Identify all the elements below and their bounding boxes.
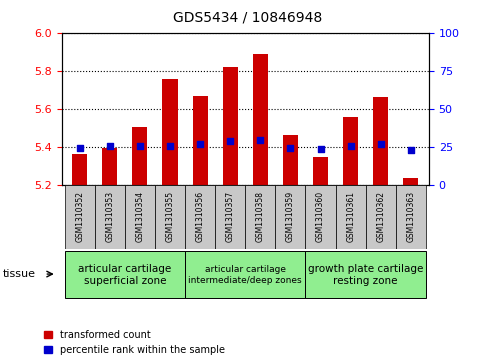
Bar	[185, 185, 215, 249]
Text: GSM1310362: GSM1310362	[376, 191, 385, 242]
Text: GSM1310357: GSM1310357	[226, 191, 235, 242]
Point	[347, 143, 354, 149]
Bar	[185, 252, 306, 298]
Bar	[163, 79, 177, 185]
Bar	[283, 135, 298, 185]
Text: GSM1310356: GSM1310356	[196, 191, 205, 242]
Bar	[306, 185, 336, 249]
Bar	[253, 54, 268, 185]
Bar	[396, 185, 426, 249]
Text: GSM1310359: GSM1310359	[286, 191, 295, 242]
Text: GSM1310355: GSM1310355	[166, 191, 175, 242]
Text: tissue: tissue	[2, 269, 35, 279]
Bar	[246, 185, 276, 249]
Bar	[306, 252, 426, 298]
Text: GSM1310358: GSM1310358	[256, 191, 265, 242]
Point	[196, 141, 204, 147]
Point	[76, 145, 84, 151]
Text: GSM1310360: GSM1310360	[316, 191, 325, 242]
Bar	[313, 158, 328, 185]
Bar	[65, 185, 95, 249]
Point	[377, 141, 385, 147]
Text: GSM1310361: GSM1310361	[346, 191, 355, 242]
Point	[226, 138, 234, 144]
Text: GSM1310353: GSM1310353	[106, 191, 114, 242]
Bar	[403, 178, 419, 185]
Point	[106, 143, 114, 149]
Text: articular cartilage
superficial zone: articular cartilage superficial zone	[78, 264, 172, 286]
Bar	[343, 118, 358, 185]
Text: GSM1310352: GSM1310352	[75, 191, 84, 242]
Point	[317, 146, 324, 152]
Bar	[155, 185, 185, 249]
Bar	[193, 95, 208, 185]
Point	[166, 143, 174, 149]
Point	[256, 138, 264, 143]
Bar	[373, 97, 388, 185]
Text: growth plate cartilage
resting zone: growth plate cartilage resting zone	[308, 264, 423, 286]
Bar	[223, 67, 238, 185]
Bar	[215, 185, 246, 249]
Point	[407, 147, 415, 153]
Legend: transformed count, percentile rank within the sample: transformed count, percentile rank withi…	[44, 330, 225, 355]
Point	[286, 145, 294, 151]
Text: GSM1310354: GSM1310354	[136, 191, 144, 242]
Bar	[95, 185, 125, 249]
Point	[136, 143, 144, 149]
Bar	[102, 148, 117, 185]
Bar	[133, 127, 147, 185]
Text: GSM1310363: GSM1310363	[406, 191, 415, 242]
Text: articular cartilage
intermediate/deep zones: articular cartilage intermediate/deep zo…	[188, 265, 302, 285]
Bar	[336, 185, 366, 249]
Bar	[366, 185, 396, 249]
Bar	[65, 252, 185, 298]
Bar	[125, 185, 155, 249]
Bar	[72, 154, 87, 185]
Bar	[276, 185, 306, 249]
Text: GDS5434 / 10846948: GDS5434 / 10846948	[173, 11, 322, 25]
